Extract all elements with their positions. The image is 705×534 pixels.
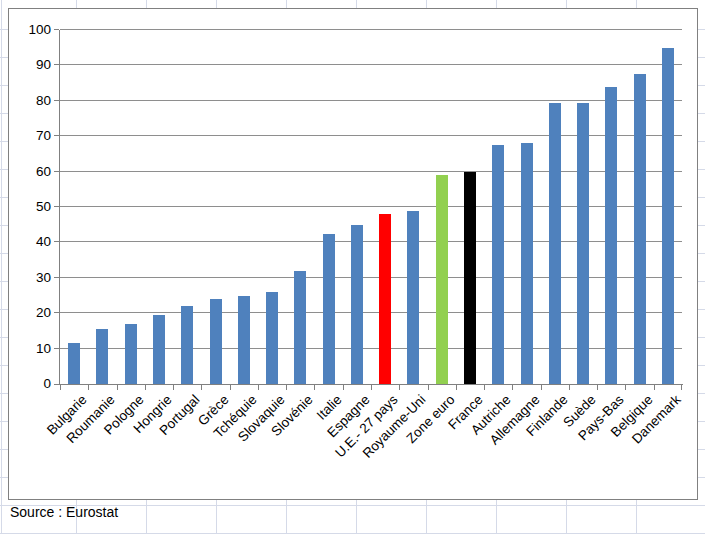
y-axis-tick-50 — [54, 206, 59, 207]
bar-autriche[interactable] — [492, 145, 504, 384]
y-axis-label-10: 10 — [11, 341, 51, 357]
y-axis-label-90: 90 — [11, 57, 51, 73]
bar-allemagne[interactable] — [521, 143, 533, 384]
x-axis-tick — [681, 385, 682, 390]
x-axis-tick — [597, 385, 598, 390]
y-axis-line — [59, 30, 60, 385]
x-axis-tick — [286, 385, 287, 390]
x-axis-tick — [314, 385, 315, 390]
x-axis-tick — [60, 385, 61, 390]
chart-object[interactable]: 0102030405060708090100BulgarieRoumaniePo… — [8, 8, 698, 500]
y-axis-tick-80 — [54, 100, 59, 101]
x-axis-tick — [654, 385, 655, 390]
source-label: Source : Eurostat — [10, 504, 118, 520]
y-axis-tick-30 — [54, 277, 59, 278]
y-axis-tick-40 — [54, 241, 59, 242]
x-axis-tick — [399, 385, 400, 390]
y-axis-tick-20 — [54, 312, 59, 313]
gridline-90 — [60, 64, 682, 65]
y-axis-tick-90 — [54, 64, 59, 65]
x-axis-tick — [201, 385, 202, 390]
x-axis-tick — [173, 385, 174, 390]
y-axis-label-100: 100 — [11, 22, 51, 38]
x-axis-tick — [230, 385, 231, 390]
bar-slov-nie[interactable] — [294, 271, 306, 384]
y-axis-label-40: 40 — [11, 234, 51, 250]
x-axis-tick — [117, 385, 118, 390]
x-axis-tick — [371, 385, 372, 390]
bar-finlande[interactable] — [549, 103, 561, 384]
bar-slovaquie[interactable] — [266, 292, 278, 384]
bar-pologne[interactable] — [125, 324, 137, 384]
plot-area: 0102030405060708090100BulgarieRoumaniePo… — [60, 30, 682, 384]
bar-roumanie[interactable] — [96, 329, 108, 384]
source-cell[interactable]: Source : Eurostat — [0, 500, 420, 532]
gridline-80 — [60, 100, 682, 101]
bar-espagne[interactable] — [351, 225, 363, 384]
bar-tch-quie[interactable] — [238, 296, 250, 385]
gridline-100 — [60, 29, 682, 30]
y-axis-label-60: 60 — [11, 164, 51, 180]
bar-royaume-uni[interactable] — [407, 211, 419, 384]
bar-portugal[interactable] — [181, 306, 193, 384]
y-axis-label-50: 50 — [11, 199, 51, 215]
bar-gr-ce[interactable] — [210, 299, 222, 384]
x-axis-tick — [484, 385, 485, 390]
bar-hongrie[interactable] — [153, 315, 165, 384]
bar-u-e-27-pays[interactable] — [379, 214, 391, 384]
x-axis-tick — [456, 385, 457, 390]
y-axis-label-30: 30 — [11, 270, 51, 286]
bar-zone-euro[interactable] — [436, 175, 448, 384]
bar-belgique[interactable] — [634, 74, 646, 384]
bar-su-de[interactable] — [577, 103, 589, 384]
bar-danemark[interactable] — [662, 48, 674, 384]
y-axis-label-0: 0 — [11, 376, 51, 392]
y-axis-label-80: 80 — [11, 93, 51, 109]
x-axis-tick — [343, 385, 344, 390]
bar-france[interactable] — [464, 172, 476, 384]
x-axis-tick — [512, 385, 513, 390]
bar-italie[interactable] — [323, 234, 335, 384]
bar-pays-bas[interactable] — [605, 87, 617, 384]
y-axis-tick-70 — [54, 135, 59, 136]
y-axis-label-70: 70 — [11, 128, 51, 144]
y-axis-tick-100 — [54, 29, 59, 30]
x-axis-tick — [625, 385, 626, 390]
y-axis-tick-0 — [54, 384, 59, 385]
bar-bulgarie[interactable] — [68, 343, 80, 384]
y-axis-tick-10 — [54, 348, 59, 349]
x-axis-tick — [88, 385, 89, 390]
x-axis-tick — [258, 385, 259, 390]
y-axis-label-20: 20 — [11, 305, 51, 321]
x-axis-tick — [541, 385, 542, 390]
x-axis-tick — [145, 385, 146, 390]
y-axis-tick-60 — [54, 171, 59, 172]
x-axis-tick — [428, 385, 429, 390]
x-axis-tick — [569, 385, 570, 390]
